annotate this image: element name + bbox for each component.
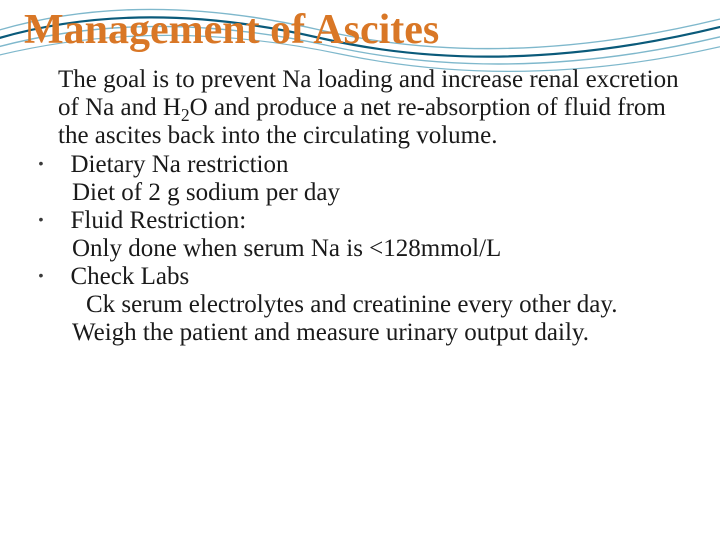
intro-paragraph: The goal is to prevent Na loading and in…	[58, 66, 696, 150]
bullet-item: • Fluid Restriction:	[24, 207, 696, 235]
bullet-subline: Weigh the patient and measure urinary ou…	[58, 319, 696, 347]
slide-content: Management of Ascites The goal is to pre…	[0, 0, 720, 347]
bullet-subline: Only done when serum Na is <128mmol/L	[72, 235, 696, 263]
bullet-content: Dietary Na restriction	[58, 151, 696, 179]
bullet-item: • Check Labs	[24, 263, 696, 291]
bullet-head: Fluid Restriction:	[58, 207, 696, 235]
bullet-content: Fluid Restriction:	[58, 207, 696, 235]
bullet-subline: Diet of 2 g sodium per day	[72, 179, 696, 207]
bullet-head: Dietary Na restriction	[58, 151, 696, 179]
slide-title: Management of Ascites	[24, 8, 696, 52]
bullet-content: Check Labs	[58, 263, 696, 291]
bullet-marker-icon: •	[24, 263, 58, 288]
bullet-head: Check Labs	[58, 263, 696, 291]
bullet-marker-icon: •	[24, 151, 58, 176]
bullet-subline: Ck serum electrolytes and creatinine eve…	[58, 291, 696, 319]
bullet-list: • Dietary Na restrictionDiet of 2 g sodi…	[24, 151, 696, 347]
bullet-marker-icon: •	[24, 207, 58, 232]
bullet-item: • Dietary Na restriction	[24, 151, 696, 179]
slide-body: The goal is to prevent Na loading and in…	[24, 66, 696, 347]
